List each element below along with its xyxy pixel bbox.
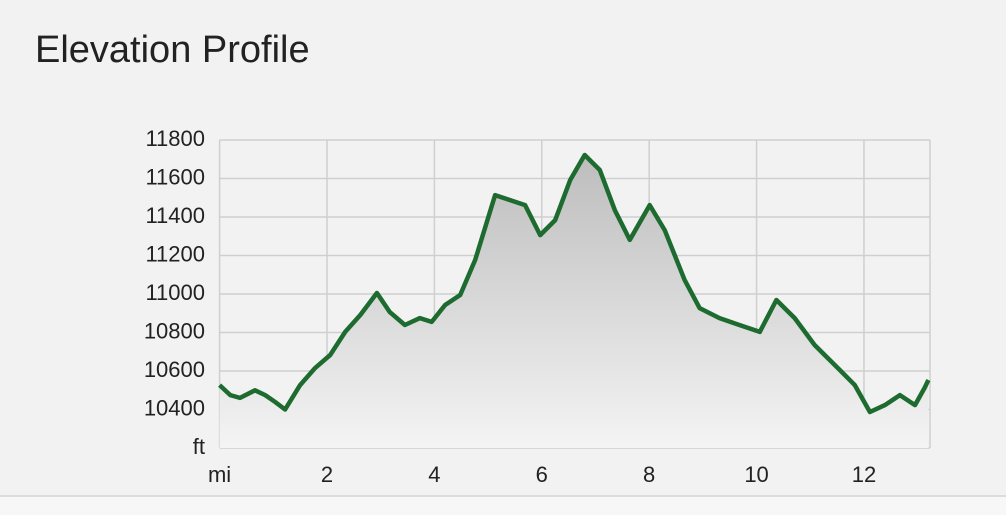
x-tick-label: 8 xyxy=(643,462,655,487)
y-tick-label: 10800 xyxy=(144,318,205,343)
x-tick-label: 4 xyxy=(428,462,440,487)
y-tick-label: 11400 xyxy=(145,203,205,228)
y-tick-label: 10600 xyxy=(144,357,205,382)
y-tick-label: 10400 xyxy=(144,395,205,420)
x-tick-label: mi xyxy=(208,462,231,487)
y-tick-label: ft xyxy=(193,434,205,459)
plot: ft 10400 10600 10800 11000 11200 11400 11600 118… xyxy=(144,126,931,487)
x-tick-label: 6 xyxy=(536,462,548,487)
y-tick-label: 11000 xyxy=(145,280,205,305)
y-tick-label: 11600 xyxy=(145,164,205,189)
y-tick-label: 11800 xyxy=(145,126,205,151)
chart-title: Elevation Profile xyxy=(35,29,310,71)
area-fill xyxy=(219,155,929,448)
x-tick-label: 12 xyxy=(852,462,876,487)
x-tick-label: 2 xyxy=(321,462,333,487)
x-tick-label: 10 xyxy=(744,462,768,487)
elevation-line xyxy=(218,152,931,415)
bottom-bar xyxy=(0,496,1006,515)
y-tick-label: 11200 xyxy=(145,241,205,266)
